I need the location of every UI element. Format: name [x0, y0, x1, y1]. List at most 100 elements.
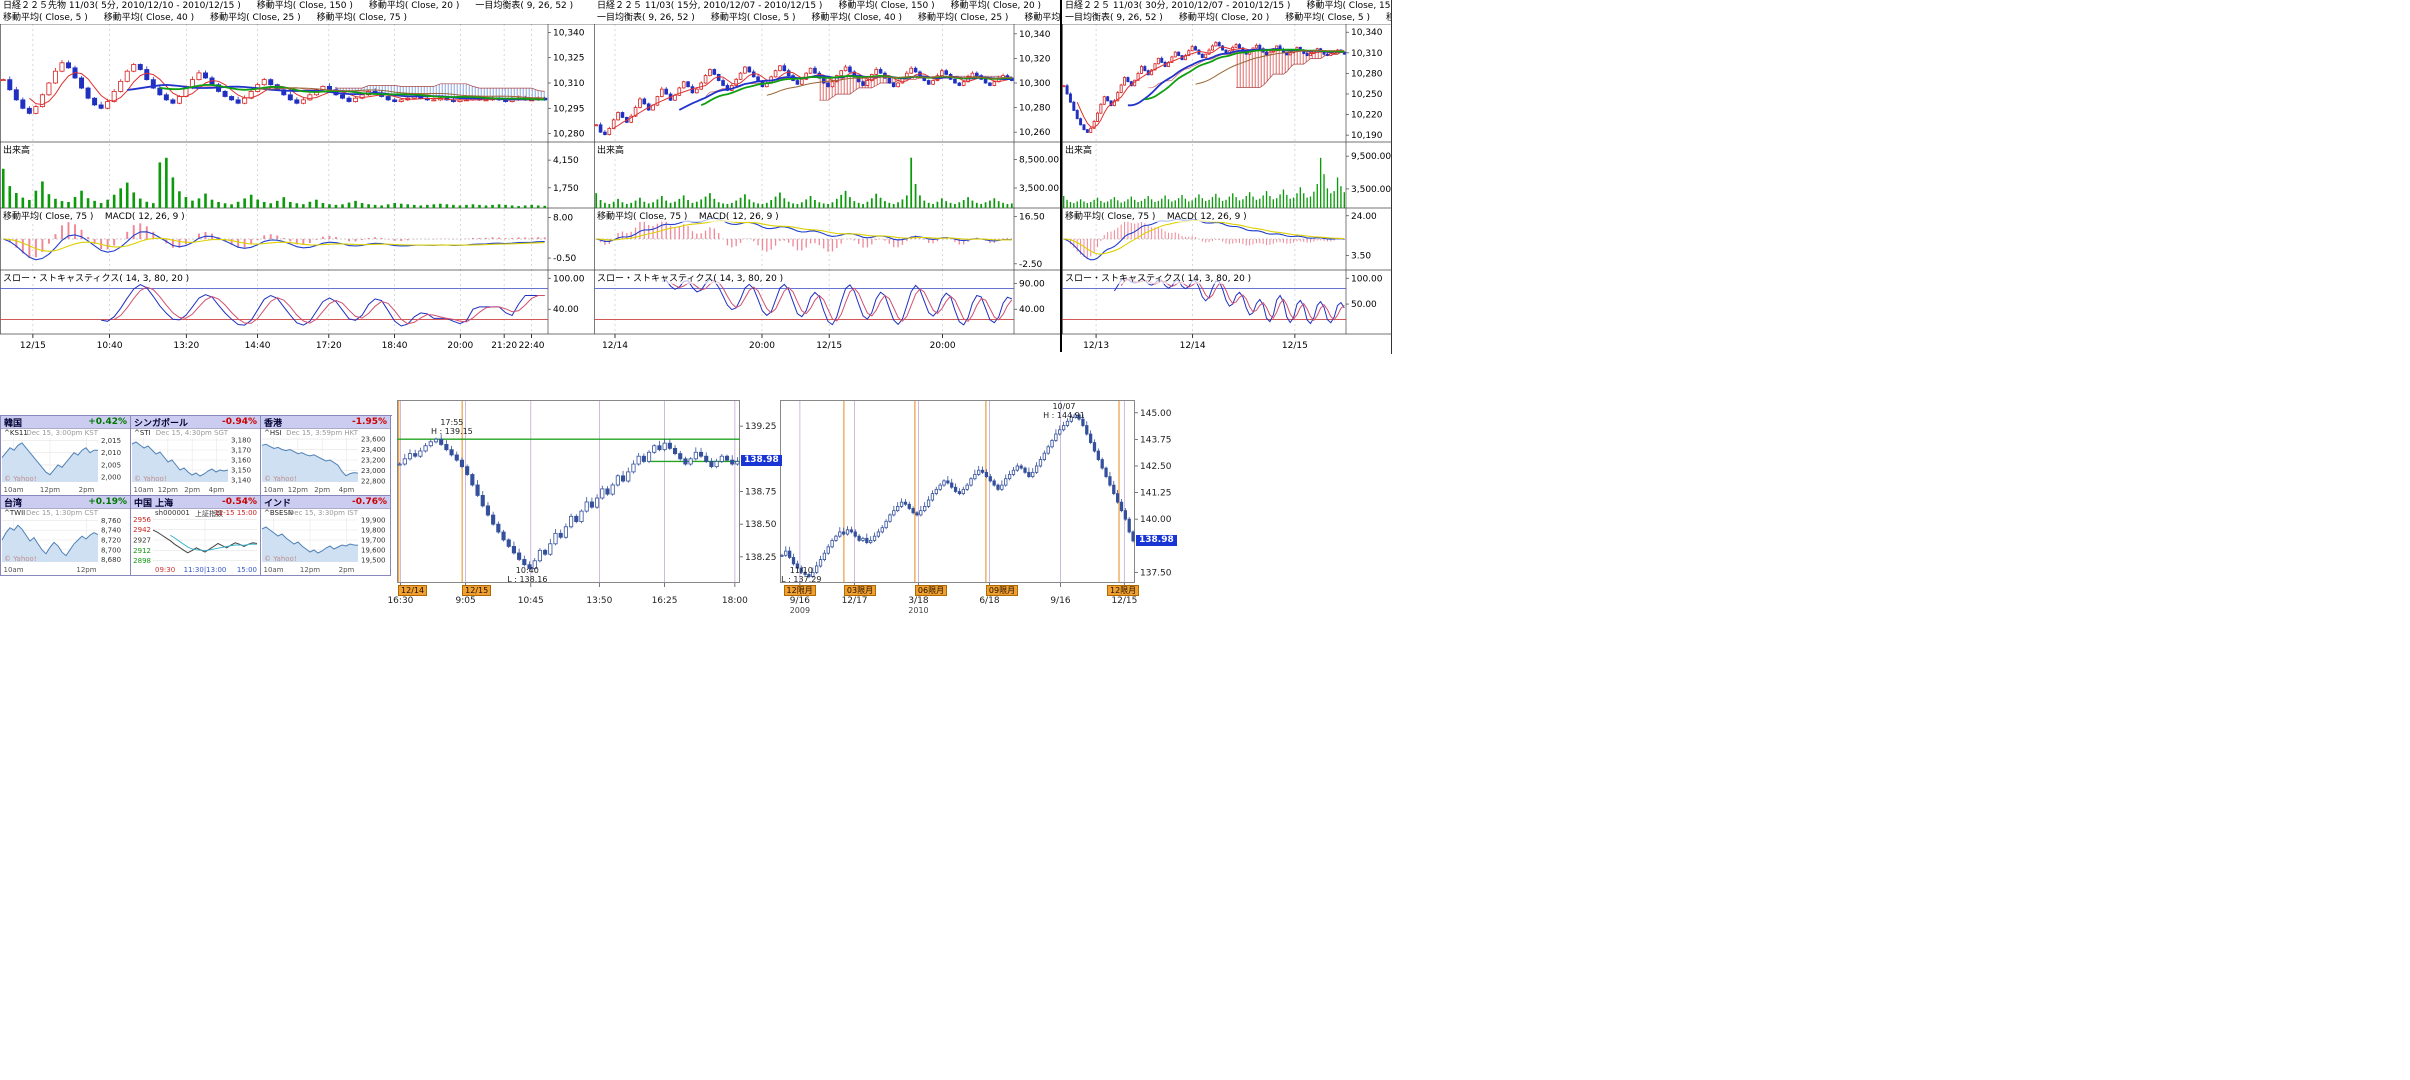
- y-axis-label: 23,600: [361, 436, 386, 444]
- x-axis-label: 10am: [134, 486, 154, 494]
- market-quote-taiwan[interactable]: 台湾 +0.19% ^TWII Dec 15, 1:30pm CST © Yaho…: [1, 496, 131, 576]
- chart-panel-30min[interactable]: 日経２２５ 11/03( 30分, 2010/12/07 - 2010/12/1…: [1062, 0, 1392, 354]
- volume-axis-label: 9,500.00: [1351, 152, 1391, 162]
- y-axis-label: 2956: [133, 516, 151, 524]
- x-axis-label: 12/13: [1083, 341, 1109, 351]
- top-chart-panels: 日経２２５先物 11/03( 5分, 2010/12/10 - 2010/12/…: [0, 0, 1392, 354]
- chart-canvas[interactable]: 145.00 143.75 142.50 141.25 140.00 137.50: [780, 400, 1172, 588]
- intraday-price-chart[interactable]: 138.98 17:55 H : 139.15 10:40 L : 138.16 1…: [387, 400, 782, 615]
- price-axis-label: 140.00: [1140, 515, 1172, 525]
- x-axis-label: 12/15: [1111, 596, 1138, 606]
- x-axis-label: 12pm: [300, 566, 320, 574]
- y-axis-label: 22,800: [361, 477, 386, 485]
- stoch-axis-label: 100.00: [1351, 274, 1383, 284]
- chart-canvas[interactable]: 12/14 20:00 12/15 20:00 10,340 10,320 10,300 10…: [594, 24, 1060, 354]
- sparkline-chart[interactable]: sh000001 上証指数 12-15 15:00 2956 2942 2927 29…: [131, 509, 259, 575]
- x-axis-label: 10am: [4, 566, 24, 574]
- x-axis-label: 10:45: [517, 596, 544, 606]
- chart-canvas[interactable]: 12/15 10:40 13:20 14:40 17:20 18:40 20:00 21:20…: [0, 24, 594, 354]
- indicator-label: 移動平均( Close, 150 ): [838, 1, 935, 11]
- price-axis-label: 10,310: [553, 79, 585, 89]
- change-percent: -0.76%: [352, 497, 387, 507]
- chart-canvas[interactable]: 139.25 138.75 138.50 138.25: [397, 400, 777, 588]
- price-axis-label: 145.00: [1140, 409, 1172, 419]
- x-axis-label: 6/18: [979, 596, 1000, 606]
- candlesticks: [594, 63, 1014, 136]
- y-axis-label: 2927: [133, 537, 151, 545]
- y-axis-label: 2,015: [101, 437, 121, 445]
- axis-labels: 12/13 12/14 12/15 10,340 10,310 10,280 10,250 1…: [1083, 28, 1391, 351]
- quote-timestamp: Dec 15, 3:59pm HKT: [286, 429, 358, 437]
- y-axis-label: 23,200: [361, 457, 386, 465]
- indicator-label: 移動平均( Close, 20 ): [950, 1, 1042, 11]
- x-axis-label: 12/17: [841, 596, 868, 606]
- chart-panel-5min[interactable]: 日経２２５先物 11/03( 5分, 2010/12/10 - 2010/12/…: [0, 0, 594, 354]
- x-axis-label: 12/15: [816, 341, 842, 351]
- y-axis-label: 3,160: [231, 457, 251, 465]
- volume-bars: [595, 157, 1013, 208]
- indicator-label: 一目均衡表( 9, 26, 52 ): [475, 1, 574, 11]
- sparkline-chart[interactable]: ^BSESN Dec 15, 3:30pm IST © Yahoo! 19,90…: [261, 509, 389, 575]
- daily-price-chart[interactable]: 138.98 10/07 H : 144.91 11/10 L : 137.29 1…: [780, 400, 1177, 615]
- stochastics-plot: [0, 284, 548, 327]
- sparkline-chart[interactable]: ^TWII Dec 15, 1:30pm CST © Yahoo! 8,760 8…: [1, 509, 129, 575]
- volume-bars: [1063, 157, 1345, 208]
- x-axis-label: 11:30|13:00: [184, 566, 227, 574]
- macd-axis-label: 8.00: [553, 214, 573, 224]
- sparkline-canvas[interactable]: 19,900 19,800 19,700 19,600 19,500 10am 12pm 2p…: [261, 509, 389, 575]
- chart-canvas[interactable]: 12/13 12/14 12/15 10,340 10,310 10,280 10,250 1…: [1062, 24, 1392, 354]
- y-axis-label: 19,500: [361, 557, 386, 565]
- sparkline-chart[interactable]: ^HSI Dec 15, 3:59pm HKT © Yahoo! 23,600 2…: [261, 429, 389, 495]
- market-name: インド: [264, 498, 292, 509]
- x-axis-label: 18:00: [721, 596, 748, 606]
- ticker-symbol: ^HSI: [264, 429, 282, 437]
- change-percent: -0.94%: [222, 417, 257, 427]
- indicator-label: 移動平均( Close, 75 ): [1385, 13, 1391, 23]
- change-percent: -0.54%: [222, 497, 257, 507]
- market-quote-china[interactable]: 中国 上海 -0.54% sh000001 上証指数 12-15 15:00 29…: [131, 496, 261, 576]
- price-axis-label: 10,300: [1019, 79, 1051, 89]
- y-axis-label: 19,800: [361, 527, 386, 535]
- price-axis-label: 138.50: [745, 520, 777, 530]
- macd-plot: [0, 222, 548, 261]
- macd-plot: [1062, 218, 1346, 261]
- volume-axis-label: 4,150: [553, 156, 579, 166]
- market-quote-singapore[interactable]: シンガポール -0.94% ^STI Dec 15, 4:30pm SGT © Y…: [131, 416, 261, 496]
- quote-header: 台湾 +0.19%: [1, 496, 130, 509]
- ticker-symbol: sh000001: [155, 509, 190, 517]
- grid-lines: [594, 24, 1060, 338]
- sparkline-canvas[interactable]: 3,180 3,170 3,160 3,150 3,140 10am 12pm 2pm 4pm: [131, 429, 259, 495]
- candlesticks: [397, 434, 740, 571]
- moving-average-lines: [29, 71, 545, 106]
- market-quote-india[interactable]: インド -0.76% ^BSESN Dec 15, 3:30pm IST © Ya…: [261, 496, 391, 576]
- change-percent: +0.19%: [88, 497, 127, 507]
- stoch-axis-label: 40.00: [1019, 305, 1045, 315]
- market-name: 中国 上海: [134, 498, 174, 509]
- chart-panel-15min[interactable]: 日経２２５ 11/03( 15分, 2010/12/07 - 2010/12/1…: [594, 0, 1060, 354]
- market-name: 香港: [264, 418, 283, 429]
- price-axis-label: 10,260: [1019, 128, 1051, 138]
- sparkline-chart[interactable]: ^KS11 Dec 15, 3:00pm KST © Yahoo! 2,015 2…: [1, 429, 129, 495]
- market-quote-hongkong[interactable]: 香港 -1.95% ^HSI Dec 15, 3:59pm HKT © Yahoo…: [261, 416, 391, 496]
- x-axis-label: 2pm: [314, 486, 330, 494]
- sparkline-canvas[interactable]: 23,600 23,400 23,200 23,000 22,800 10am 12pm 2p…: [261, 429, 389, 495]
- stoch-axis-label: 40.00: [553, 305, 579, 315]
- price-axis-label: 10,340: [553, 28, 585, 38]
- y-axis-label: 8,760: [101, 517, 121, 525]
- x-axis-label: 13:20: [173, 341, 199, 351]
- quote-timestamp: Dec 15, 3:00pm KST: [26, 429, 98, 437]
- price-axis-label: 10,280: [1351, 69, 1383, 79]
- copyright: © Yahoo!: [4, 555, 37, 563]
- y-axis-label: 2,005: [101, 461, 121, 469]
- indicator-label: 移動平均( Close, 20 ): [1178, 13, 1270, 23]
- x-axis-label: 20:00: [930, 341, 956, 351]
- y-axis-label: 8,680: [101, 556, 121, 564]
- sparkline-canvas[interactable]: 2956 2942 2927 2912 2898 09:30 11:30|13:00 15:0…: [131, 509, 259, 575]
- market-quote-korea[interactable]: 韓国 +0.42% ^KS11 Dec 15, 3:00pm KST © Yaho…: [1, 416, 131, 496]
- price-axis-label: 10,280: [1019, 104, 1051, 114]
- sparkline-chart[interactable]: ^STI Dec 15, 4:30pm SGT © Yahoo! 3,180 3,…: [131, 429, 259, 495]
- macd-plot: [594, 217, 1014, 252]
- session-label: 06限月: [914, 585, 948, 596]
- sparkline-canvas[interactable]: 2,015 2,010 2,005 2,000 10am 12pm 2pm: [1, 429, 129, 495]
